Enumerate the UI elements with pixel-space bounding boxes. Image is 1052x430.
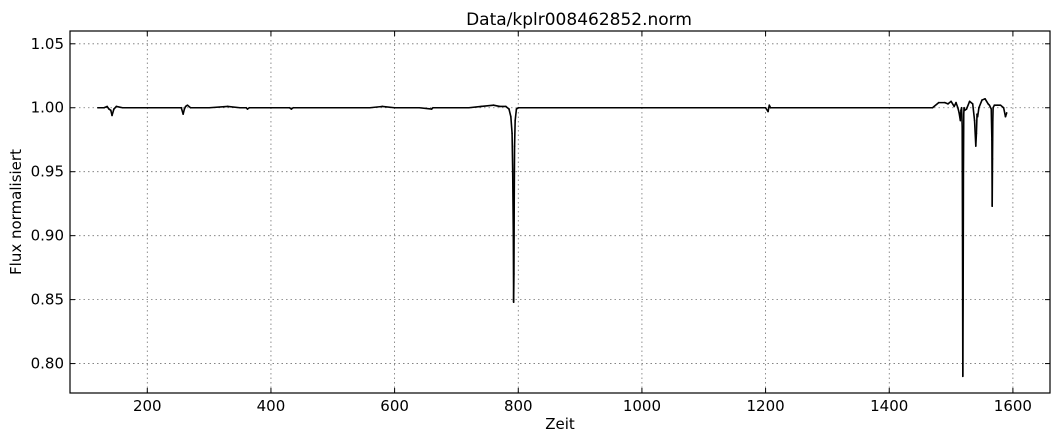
flux-line-segment [208, 105, 229, 109]
flux-line-segment [480, 104, 495, 108]
flux-line-segment [514, 108, 518, 122]
flux-line-segment [226, 105, 241, 109]
flux-line-segment [978, 99, 983, 109]
y-axis-label: Flux normalisiert [7, 149, 25, 275]
x-tick-label: 800 [504, 397, 533, 415]
flux-line-segment [965, 100, 971, 110]
chart-title: Data/kplr008462852.norm [466, 10, 692, 30]
x-tick-label: 1000 [623, 397, 661, 415]
tick-layer: 200 400 600 800 1000 1200 1400 1600 0.80 0.85 0.90… [31, 31, 1050, 415]
flux-line-segment [510, 115, 513, 135]
flux-line-segment [931, 101, 940, 109]
x-tick-label: 400 [257, 397, 286, 415]
flux-line-segment [950, 100, 955, 108]
x-tick-label: 200 [133, 397, 162, 415]
flux-line-segment [511, 132, 514, 173]
flux-line-segment [971, 103, 976, 122]
plot-frame [69, 30, 1051, 394]
y-tick-label: 0.80 [31, 355, 64, 373]
flux-line-segment [182, 108, 186, 115]
flux-line-segment [974, 132, 978, 147]
flux-series [97, 98, 1008, 378]
x-tick-label: 600 [380, 397, 409, 415]
flux-line-segment [1004, 112, 1008, 118]
flux-line-segment [957, 106, 960, 114]
x-tick-label: 1400 [870, 397, 908, 415]
flux-line-segment [467, 105, 482, 109]
x-tick-label: 1200 [746, 397, 784, 415]
y-tick-label: 0.85 [31, 291, 64, 309]
flux-line-segment [513, 119, 516, 147]
flux-line-segment [511, 170, 515, 237]
flux-line-segment [381, 105, 396, 109]
y-tick-label: 1.00 [31, 99, 64, 117]
flux-line-segment [959, 109, 962, 122]
y-tick-label: 0.90 [31, 227, 64, 245]
x-tick-label: 1600 [994, 397, 1032, 415]
flux-line-segment [990, 108, 993, 141]
flux-line-segment [115, 105, 124, 109]
flux-line-segment [111, 108, 115, 117]
series-layer [97, 98, 1008, 378]
flux-line-segment [960, 106, 964, 128]
x-axis-label: Zeit [545, 415, 575, 430]
y-tick-label: 1.05 [31, 35, 64, 53]
flux-line-segment [976, 106, 980, 118]
flux-line-segment [418, 106, 433, 110]
y-tick-label: 0.95 [31, 163, 64, 181]
flux-line-segment [955, 101, 959, 109]
flux-line-segment [975, 113, 978, 135]
flux-line-segment [492, 104, 501, 108]
flux-line-segment [369, 105, 384, 109]
flux-line-segment [984, 98, 989, 105]
flux-line-segment [508, 108, 512, 118]
